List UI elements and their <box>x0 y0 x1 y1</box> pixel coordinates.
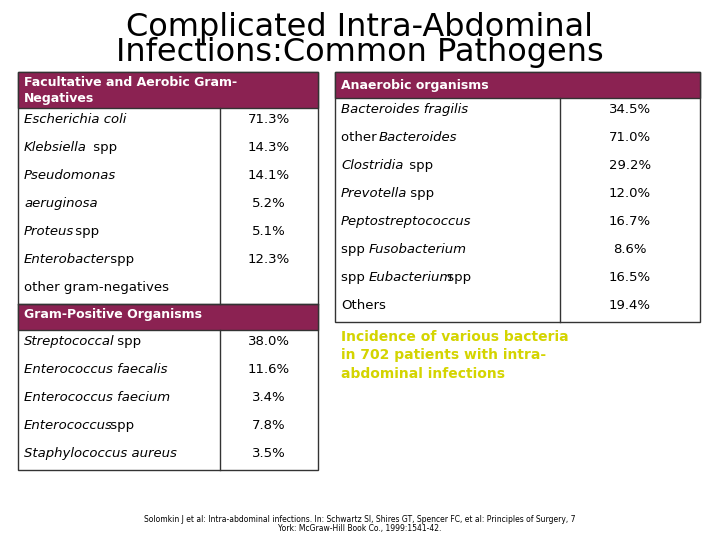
Text: Pseudomonas: Pseudomonas <box>24 169 116 182</box>
Text: Prevotella: Prevotella <box>341 187 408 200</box>
Text: 3.4%: 3.4% <box>252 391 286 404</box>
Text: Escherichia coli: Escherichia coli <box>24 113 127 126</box>
Text: Others: Others <box>341 299 386 312</box>
Text: Staphylococcus aureus: Staphylococcus aureus <box>24 447 177 460</box>
Text: Proteus: Proteus <box>24 225 74 238</box>
Text: spp: spp <box>71 225 99 238</box>
Text: 3.5%: 3.5% <box>252 447 286 460</box>
Text: Bacteroides: Bacteroides <box>379 131 457 144</box>
Text: Enterococcus faecalis: Enterococcus faecalis <box>24 363 168 376</box>
Text: 38.0%: 38.0% <box>248 335 290 348</box>
Text: 7.8%: 7.8% <box>252 419 286 432</box>
Text: 16.5%: 16.5% <box>609 271 651 284</box>
Text: 19.4%: 19.4% <box>609 299 651 312</box>
Text: 16.7%: 16.7% <box>609 215 651 228</box>
Text: 12.0%: 12.0% <box>609 187 651 200</box>
Bar <box>335 72 700 322</box>
Text: 29.2%: 29.2% <box>609 159 651 172</box>
Text: 71.3%: 71.3% <box>248 113 290 126</box>
Text: Bacteroides fragilis: Bacteroides fragilis <box>341 103 468 116</box>
Text: Eubacterium: Eubacterium <box>369 271 454 284</box>
Text: 5.1%: 5.1% <box>252 225 286 238</box>
Text: 14.3%: 14.3% <box>248 141 290 154</box>
Text: spp: spp <box>406 187 434 200</box>
Text: Enterobacter: Enterobacter <box>24 253 110 266</box>
Text: spp: spp <box>113 335 141 348</box>
Text: Streptococcal: Streptococcal <box>24 335 114 348</box>
Text: Incidence of various bacteria
in 702 patients with intra-
abdominal infections: Incidence of various bacteria in 702 pat… <box>341 330 569 381</box>
Text: Complicated Intra-Abdominal: Complicated Intra-Abdominal <box>127 12 593 43</box>
Text: Facultative and Aerobic Gram-
Negatives: Facultative and Aerobic Gram- Negatives <box>24 76 237 105</box>
Bar <box>18 304 318 330</box>
Bar <box>18 72 318 470</box>
Text: 71.0%: 71.0% <box>609 131 651 144</box>
Text: 14.1%: 14.1% <box>248 169 290 182</box>
Text: Infections:Common Pathogens: Infections:Common Pathogens <box>116 37 604 68</box>
Text: spp: spp <box>106 253 134 266</box>
Text: Clostridia: Clostridia <box>341 159 403 172</box>
Text: Enterococcus: Enterococcus <box>24 419 113 432</box>
Text: 12.3%: 12.3% <box>248 253 290 266</box>
Text: spp: spp <box>341 271 369 284</box>
Bar <box>18 72 318 108</box>
Text: other: other <box>341 131 381 144</box>
Text: 34.5%: 34.5% <box>609 103 651 116</box>
Text: Fusobacterium: Fusobacterium <box>369 243 467 256</box>
Text: spp: spp <box>341 243 369 256</box>
Text: aeruginosa: aeruginosa <box>24 197 98 210</box>
Text: Solomkin J et al: Intra-abdominal infections. In: Schwartz SI, Shires GT, Spence: Solomkin J et al: Intra-abdominal infect… <box>144 515 576 524</box>
Text: Peptostreptococcus: Peptostreptococcus <box>341 215 472 228</box>
Text: spp: spp <box>443 271 471 284</box>
Text: other gram-negatives: other gram-negatives <box>24 281 169 294</box>
Text: spp: spp <box>405 159 433 172</box>
Text: Anaerobic organisms: Anaerobic organisms <box>341 78 489 91</box>
Text: spp: spp <box>106 419 134 432</box>
Text: York: McGraw-Hill Book Co., 1999:1541-42.: York: McGraw-Hill Book Co., 1999:1541-42… <box>279 524 441 533</box>
Text: 8.6%: 8.6% <box>613 243 647 256</box>
Text: Gram-Positive Organisms: Gram-Positive Organisms <box>24 308 202 321</box>
Text: 5.2%: 5.2% <box>252 197 286 210</box>
Bar <box>335 72 700 98</box>
Text: 11.6%: 11.6% <box>248 363 290 376</box>
Text: spp: spp <box>89 141 117 154</box>
Text: Enterococcus faecium: Enterococcus faecium <box>24 391 170 404</box>
Text: Klebsiella: Klebsiella <box>24 141 87 154</box>
